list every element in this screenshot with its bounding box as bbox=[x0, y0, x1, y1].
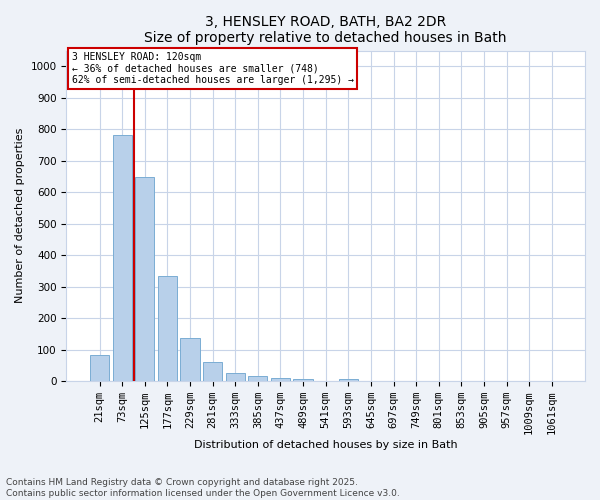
Text: Contains HM Land Registry data © Crown copyright and database right 2025.
Contai: Contains HM Land Registry data © Crown c… bbox=[6, 478, 400, 498]
Bar bbox=[135, 177, 154, 381]
Title: 3, HENSLEY ROAD, BATH, BA2 2DR
Size of property relative to detached houses in B: 3, HENSLEY ROAD, BATH, BA2 2DR Size of p… bbox=[145, 15, 507, 45]
X-axis label: Distribution of detached houses by size in Bath: Distribution of detached houses by size … bbox=[194, 440, 458, 450]
Bar bbox=[181, 338, 200, 381]
Text: 3 HENSLEY ROAD: 120sqm
← 36% of detached houses are smaller (748)
62% of semi-de: 3 HENSLEY ROAD: 120sqm ← 36% of detached… bbox=[71, 52, 353, 86]
Bar bbox=[248, 376, 268, 381]
Bar bbox=[90, 355, 109, 381]
Y-axis label: Number of detached properties: Number of detached properties bbox=[15, 128, 25, 304]
Bar bbox=[339, 379, 358, 381]
Bar bbox=[271, 378, 290, 381]
Bar bbox=[113, 134, 132, 381]
Bar bbox=[226, 374, 245, 381]
Bar bbox=[158, 276, 177, 381]
Bar bbox=[293, 379, 313, 381]
Bar bbox=[203, 362, 222, 381]
